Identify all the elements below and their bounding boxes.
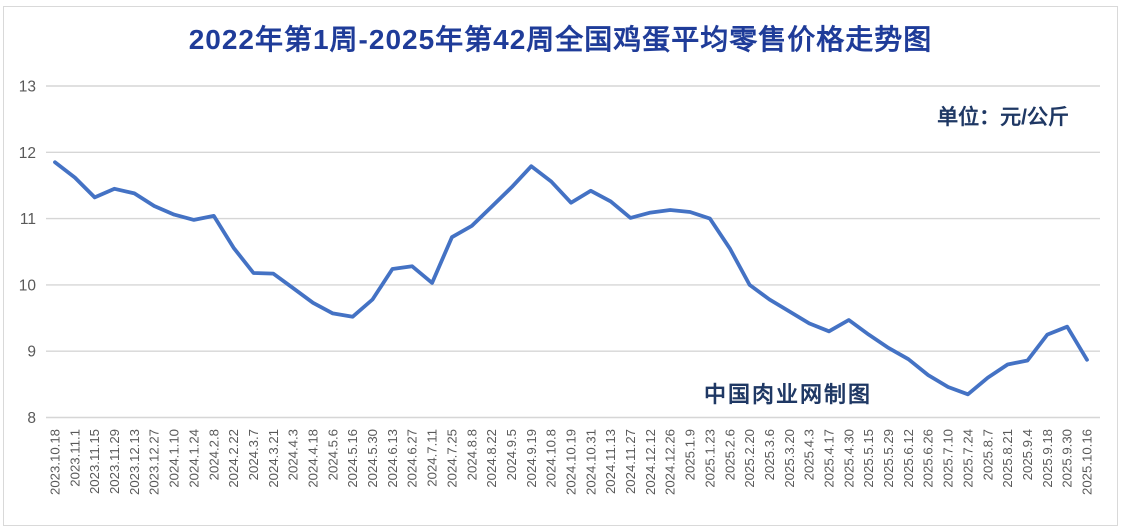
x-axis-tick-label: 2025.3.6 [762, 429, 777, 480]
x-axis-tick-label: 2024.4.3 [286, 429, 301, 480]
x-axis-tick-label: 2024.5.16 [345, 429, 360, 488]
x-axis-tick-label: 2025.3.20 [782, 429, 797, 488]
x-axis-tick-label: 2024.8.22 [484, 429, 499, 488]
x-axis-tick-label: 2024.7.25 [444, 429, 459, 488]
x-axis-tick-label: 2025.2.6 [722, 429, 737, 480]
x-axis-tick-label: 2024.11.13 [603, 429, 618, 494]
x-axis-tick-label: 2025.5.29 [881, 429, 896, 488]
x-axis-tick-label: 2025.10.16 [1080, 429, 1095, 495]
x-axis-tick-label: 2024.10.19 [564, 429, 579, 495]
unit-label: 单位：元/公斤 [937, 106, 1069, 129]
chart-title: 2022年第1周-2025年第42周全国鸡蛋平均零售价格走势图 [188, 24, 933, 55]
y-axis-tick-label: 9 [27, 344, 36, 361]
x-axis-tick-label: 2024.10.8 [544, 429, 559, 488]
y-axis-tick-label: 8 [27, 410, 36, 427]
chart-frame-border [3, 6, 1118, 526]
y-axis-tick-label: 11 [20, 211, 36, 228]
x-axis-tick-label: 2025.6.12 [901, 429, 916, 488]
x-axis-tick-label: 2024.2.8 [206, 429, 221, 480]
x-axis-tick-label: 2024.12.12 [643, 429, 658, 495]
x-axis-tick-label: 2024.10.31 [583, 429, 598, 495]
x-axis-tick-label: 2025.4.3 [802, 429, 817, 480]
x-axis-tick-label: 2025.4.17 [822, 429, 837, 488]
x-axis-tick-label: 2024.9.5 [504, 429, 519, 480]
x-axis-tick-label: 2025.1.9 [683, 429, 698, 480]
x-axis-tick-label: 2025.5.15 [861, 429, 876, 488]
x-axis-tick-label: 2025.6.26 [921, 429, 936, 488]
x-axis-tick-label: 2023.11.1 [67, 429, 82, 487]
x-axis-tick-label: 2025.2.20 [742, 429, 757, 488]
x-axis-tick-label: 2024.2.22 [226, 429, 241, 488]
x-axis-tick-label: 2024.1.10 [167, 429, 182, 488]
x-axis-tick-label: 2024.5.6 [325, 429, 340, 480]
x-axis-tick-label: 2025.7.10 [941, 429, 956, 488]
x-axis-tick-label: 2024.6.27 [405, 429, 420, 488]
x-axis-tick-label: 2024.4.18 [306, 429, 321, 488]
x-axis-tick-label: 2025.8.7 [980, 429, 995, 480]
x-axis-tick-label: 2024.5.30 [365, 429, 380, 488]
watermark-label: 中国肉业网制图 [704, 382, 873, 407]
y-axis-tick-label: 10 [19, 277, 37, 294]
x-axis-tick-label: 2023.11.15 [87, 429, 102, 494]
x-axis-tick-label: 2025.8.21 [1000, 429, 1015, 488]
x-axis-tick-label: 2024.7.11 [425, 429, 440, 487]
x-axis-tick-label: 2024.8.8 [464, 429, 479, 480]
x-axis-tick-label: 2024.3.7 [246, 429, 261, 480]
x-axis-tick-label: 2024.11.27 [623, 429, 638, 494]
price-line-series [53, 160, 1089, 397]
x-axis-tick-label: 2024.3.21 [266, 429, 281, 488]
x-axis-tick-label: 2025.9.18 [1040, 429, 1055, 488]
x-axis-tick-label: 2025.9.4 [1020, 429, 1035, 480]
x-axis-tick-label: 2024.12.26 [663, 429, 678, 495]
x-axis-tick-label: 2025.9.30 [1060, 429, 1075, 488]
x-axis-tick-label: 2023.11.29 [107, 429, 122, 494]
x-axis-tick-label: 2025.7.24 [960, 429, 975, 488]
y-axis-tick-label: 13 [19, 79, 36, 96]
y-axis-tick-label: 12 [19, 145, 36, 162]
x-axis-tick-label: 2024.1.24 [186, 429, 201, 488]
x-axis-tick-label: 2024.6.13 [385, 429, 400, 488]
x-axis-tick-label: 2025.4.30 [841, 429, 856, 488]
x-axis-tick-label: 2023.10.18 [48, 429, 63, 495]
x-axis-tick-label: 2024.9.19 [524, 429, 539, 488]
x-axis-tick-label: 2025.1.23 [702, 429, 717, 488]
x-axis-tick-label: 2023.12.27 [147, 429, 162, 495]
x-axis-tick-label: 2023.12.13 [127, 429, 142, 495]
